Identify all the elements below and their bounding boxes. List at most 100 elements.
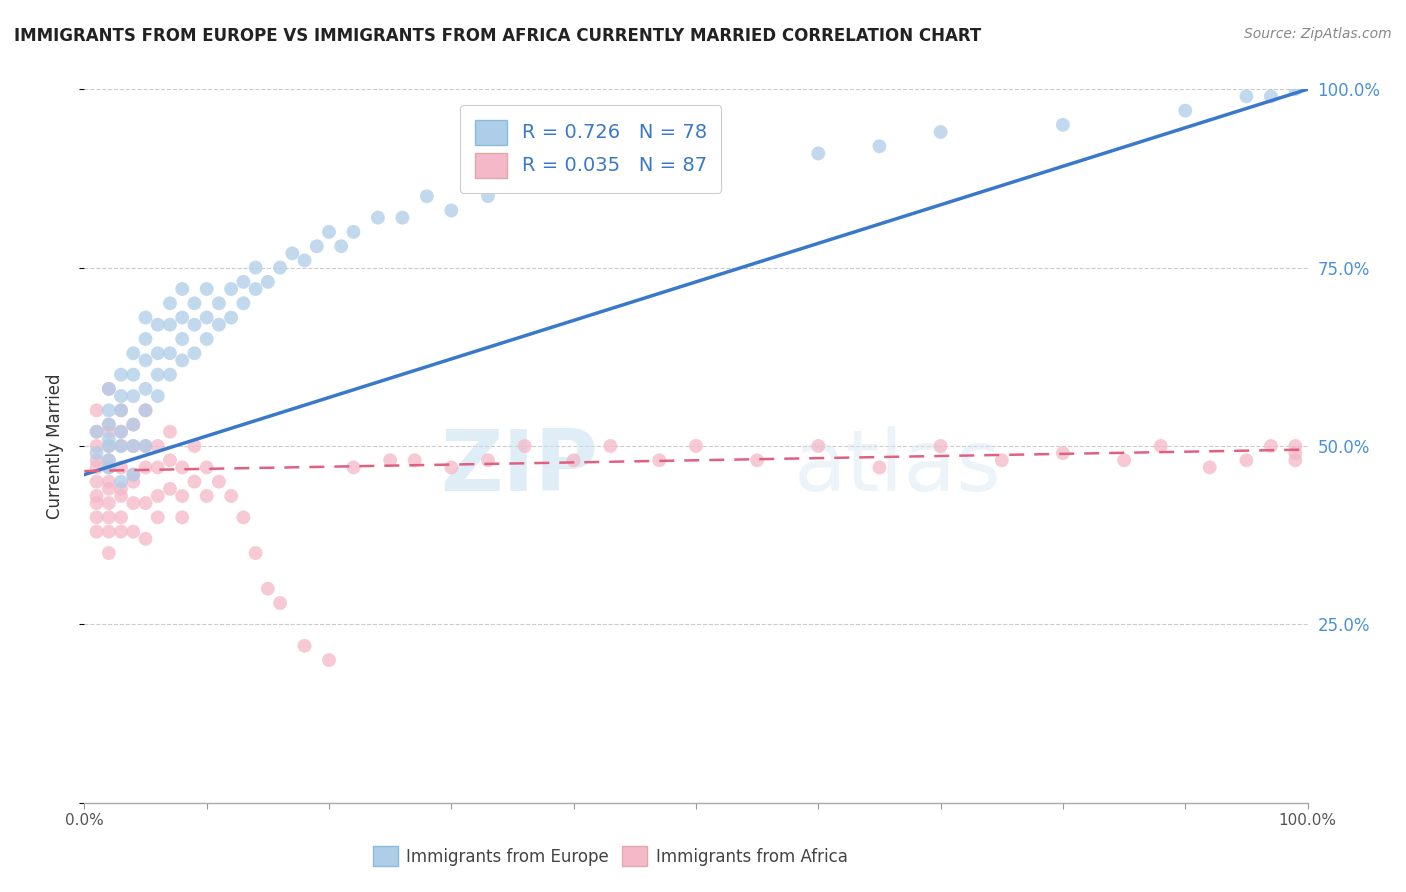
Point [172, 510, 194, 524]
Point [159, 296, 181, 310]
Point [172, 489, 194, 503]
Point [1236, 89, 1258, 103]
Point [146, 346, 169, 360]
Point [159, 368, 181, 382]
Point [86, 446, 108, 460]
Point [86, 489, 108, 503]
Point [122, 417, 145, 432]
Point [86, 403, 108, 417]
Point [86, 425, 108, 439]
Point [391, 211, 413, 225]
Point [991, 453, 1014, 467]
Point [135, 353, 157, 368]
Point [269, 596, 291, 610]
Point [146, 489, 169, 503]
Point [1150, 439, 1173, 453]
Point [110, 425, 132, 439]
Point [183, 475, 205, 489]
Point [232, 296, 254, 310]
Point [97, 510, 120, 524]
Point [208, 318, 231, 332]
Point [110, 475, 132, 489]
Point [146, 510, 169, 524]
Point [195, 489, 218, 503]
Point [86, 460, 108, 475]
Point [97, 460, 120, 475]
Point [1052, 118, 1074, 132]
Point [135, 310, 157, 325]
Point [318, 653, 340, 667]
Point [86, 524, 108, 539]
Point [685, 161, 707, 175]
Point [146, 389, 169, 403]
Point [110, 460, 132, 475]
Point [110, 439, 132, 453]
Point [146, 318, 169, 332]
Point [97, 524, 120, 539]
Point [97, 432, 120, 446]
Point [135, 382, 157, 396]
Point [1284, 446, 1306, 460]
Y-axis label: Currently Married: Currently Married [45, 373, 63, 519]
Point [208, 475, 231, 489]
Point [1174, 103, 1197, 118]
Point [245, 260, 267, 275]
Point [562, 168, 585, 182]
Point [135, 332, 157, 346]
Point [146, 460, 169, 475]
Point [807, 439, 830, 453]
Point [294, 639, 316, 653]
Point [172, 460, 194, 475]
Point [135, 496, 157, 510]
Point [172, 353, 194, 368]
Point [86, 475, 108, 489]
Point [159, 425, 181, 439]
Point [195, 460, 218, 475]
Point [1284, 82, 1306, 96]
Point [281, 246, 304, 260]
Point [122, 467, 145, 482]
Text: Source: ZipAtlas.com: Source: ZipAtlas.com [1244, 27, 1392, 41]
Point [97, 382, 120, 396]
Point [97, 382, 120, 396]
Point [416, 189, 439, 203]
Point [97, 425, 120, 439]
Point [929, 439, 952, 453]
Point [869, 139, 891, 153]
Point [380, 453, 402, 467]
Point [135, 439, 157, 453]
Point [183, 439, 205, 453]
Point [122, 439, 145, 453]
Point [685, 439, 707, 453]
Point [219, 310, 242, 325]
Point [195, 310, 218, 325]
Point [97, 417, 120, 432]
Point [122, 368, 145, 382]
Point [513, 175, 536, 189]
Point [122, 467, 145, 482]
Point [404, 453, 426, 467]
Point [97, 482, 120, 496]
Point [477, 453, 499, 467]
Point [135, 439, 157, 453]
Point [122, 346, 145, 360]
Point [97, 439, 120, 453]
Point [110, 403, 132, 417]
Point [97, 417, 120, 432]
Point [245, 282, 267, 296]
Text: atlas: atlas [794, 425, 1002, 509]
Text: IMMIGRANTS FROM EUROPE VS IMMIGRANTS FROM AFRICA CURRENTLY MARRIED CORRELATION C: IMMIGRANTS FROM EUROPE VS IMMIGRANTS FRO… [14, 27, 981, 45]
Point [1114, 453, 1136, 467]
Point [929, 125, 952, 139]
Point [195, 332, 218, 346]
Point [135, 403, 157, 417]
Point [122, 389, 145, 403]
Point [195, 282, 218, 296]
Point [122, 524, 145, 539]
Point [232, 275, 254, 289]
Point [1260, 439, 1282, 453]
Point [86, 425, 108, 439]
Point [869, 460, 891, 475]
Legend: Immigrants from Europe, Immigrants from Africa: Immigrants from Europe, Immigrants from … [367, 839, 855, 873]
Point [97, 546, 120, 560]
